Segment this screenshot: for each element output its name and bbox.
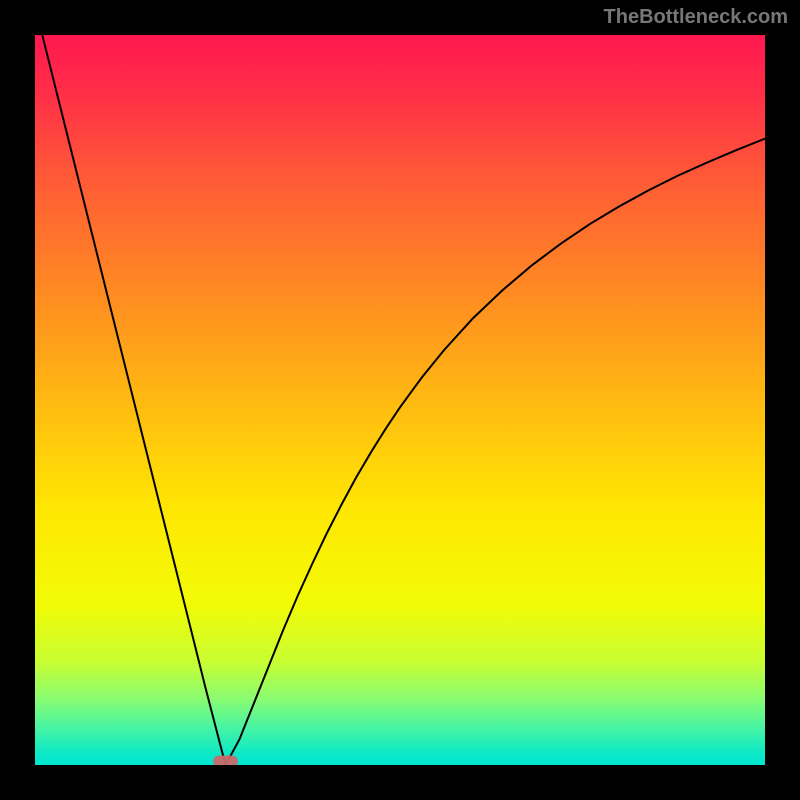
watermark-text: TheBottleneck.com (604, 6, 788, 29)
chart-plot-area (35, 35, 765, 765)
minimum-marker (213, 756, 238, 765)
chart-background (35, 35, 765, 765)
chart-svg (35, 35, 765, 765)
